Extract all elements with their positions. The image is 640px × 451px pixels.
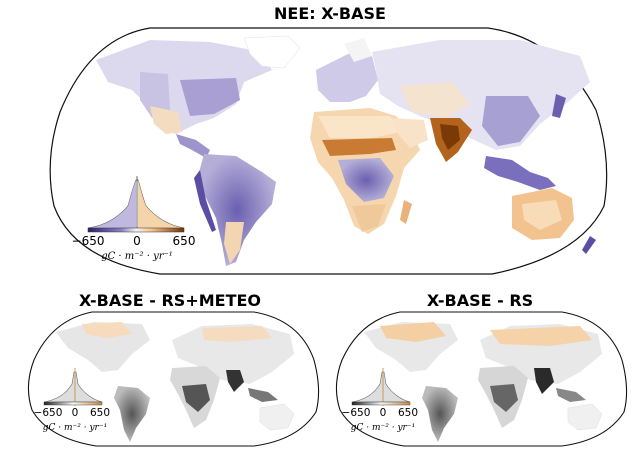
left-india (226, 370, 244, 392)
scandinavia (344, 38, 372, 62)
left-europe-asia (172, 324, 294, 384)
left-tick-zero: 0 (72, 407, 79, 419)
left-asia-tint (202, 326, 272, 342)
left-unit-label: gC · m⁻² · yr⁻¹ (43, 423, 107, 433)
left-colorbar: −650 0 650 gC · m⁻² · yr⁻¹ (34, 368, 110, 433)
southeast-asia (484, 156, 556, 190)
right-southeast-asia (556, 388, 586, 402)
main-unit-label: gC · m⁻² · yr⁻¹ (101, 251, 173, 262)
main-map (49, 27, 608, 275)
asia (372, 40, 590, 150)
south-africa (352, 204, 386, 232)
north-america-west (140, 72, 170, 118)
right-colorbar: −650 0 650 gC · m⁻² · yr⁻¹ (342, 368, 418, 433)
left-southeast-asia (248, 388, 278, 402)
main-tick-max: 650 (173, 234, 196, 248)
andes (194, 170, 216, 232)
australia-interior (522, 200, 562, 230)
right-colorbar-strip (351, 401, 411, 406)
main-map-title: NEE: X-BASE (274, 4, 386, 23)
main-tick-min: −650 (72, 234, 105, 248)
left-australia (259, 403, 295, 431)
left-map (27, 311, 320, 447)
right-north-america-tint (380, 322, 446, 342)
new-zealand (582, 236, 596, 254)
right-map-title: X-BASE - RS (426, 291, 534, 310)
central-asia (400, 82, 470, 118)
main-tick-zero: 0 (133, 234, 141, 248)
greenland (243, 35, 301, 69)
left-colorbar-strip (43, 401, 103, 406)
east-asia (482, 96, 540, 146)
left-histogram (43, 371, 103, 403)
sahara (318, 116, 400, 138)
sahel (322, 138, 396, 156)
right-australia (567, 403, 603, 431)
north-america-east (180, 78, 240, 116)
right-map (335, 311, 628, 447)
main-histogram-fill-left (88, 180, 136, 228)
right-histogram (351, 371, 411, 403)
left-tick-max: 650 (90, 407, 110, 419)
japan (552, 94, 566, 118)
right-india (534, 368, 554, 394)
central-america (176, 134, 210, 158)
south-america-south (224, 222, 244, 264)
right-unit-label: gC · m⁻² · yr⁻¹ (351, 423, 415, 433)
left-north-america-tint (82, 322, 132, 338)
main-colorbar-strip (87, 227, 185, 233)
left-map-title: X-BASE - RS+METEO (78, 291, 262, 310)
central-africa (338, 158, 394, 202)
right-tick-max: 650 (398, 407, 418, 419)
europe (316, 52, 378, 102)
main-colorbar: −650 0 650 gC · m⁻² · yr⁻¹ (72, 176, 196, 262)
south-america (198, 154, 276, 266)
madagascar (400, 200, 412, 224)
right-tick-zero: 0 (380, 407, 387, 419)
left-africa-central (182, 384, 210, 412)
right-africa-central (490, 384, 518, 412)
right-south-america (422, 386, 458, 442)
right-asia-tint (490, 326, 592, 346)
arabia (392, 118, 428, 148)
left-south-america (114, 386, 150, 442)
north-america-southwest (150, 106, 182, 134)
india-core (440, 124, 460, 150)
main-histogram-fill-right (138, 180, 184, 228)
right-tick-min: −650 (342, 407, 371, 419)
left-tick-min: −650 (34, 407, 63, 419)
